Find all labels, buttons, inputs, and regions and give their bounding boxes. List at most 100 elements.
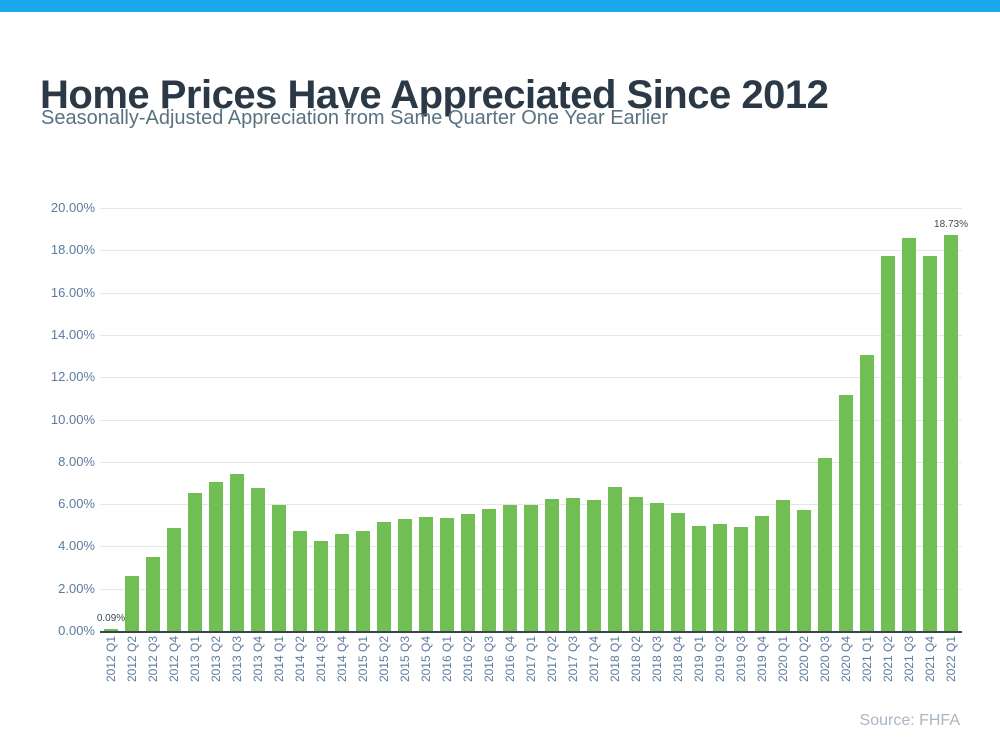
gridline: [100, 504, 962, 505]
bar-2014-q2: [293, 531, 307, 631]
x-axis-tick-label: 2013 Q4: [251, 636, 265, 683]
x-axis-tick-label: 2018 Q1: [608, 636, 622, 683]
x-axis-tick-label: 2013 Q3: [230, 636, 244, 683]
x-axis-tick-label: 2013 Q2: [209, 636, 223, 683]
x-axis-tick-label: 2013 Q1: [188, 636, 202, 683]
bar-2013-q2: [209, 482, 223, 631]
x-axis-line: [100, 631, 962, 633]
x-axis-tick-label: 2019 Q2: [713, 636, 727, 683]
y-axis-tick-label: 12.00%: [50, 369, 95, 384]
bar-2012-q3: [146, 557, 160, 631]
bar-2017-q4: [587, 500, 601, 631]
x-axis-tick-label: 2020 Q3: [818, 636, 832, 683]
y-axis-tick-label: 14.00%: [50, 327, 95, 342]
bar-2022-q1: [944, 235, 958, 631]
gridline: [100, 293, 962, 294]
bar-2012-q4: [167, 528, 181, 631]
bar-2021-q4: [923, 256, 937, 631]
x-axis-tick-label: 2012 Q4: [167, 636, 181, 683]
bar-2014-q3: [314, 541, 328, 631]
bar-2019-q4: [755, 516, 769, 631]
x-axis-tick-label: 2016 Q4: [503, 636, 517, 683]
bar-2016-q1: [440, 518, 454, 631]
bar-2016-q2: [461, 514, 475, 631]
gridline: [100, 250, 962, 251]
x-axis-tick-label: 2020 Q1: [776, 636, 790, 683]
bar-2012-q1: [104, 629, 118, 631]
x-axis-tick-label: 2019 Q1: [692, 636, 706, 683]
gridline: [100, 335, 962, 336]
x-axis-tick-label: 2018 Q3: [650, 636, 664, 683]
x-axis-tick-label: 2014 Q1: [272, 636, 286, 683]
gridline: [100, 462, 962, 463]
x-axis-tick-label: 2014 Q2: [293, 636, 307, 683]
bar-2017-q2: [545, 499, 559, 631]
y-axis-tick-label: 6.00%: [58, 496, 95, 511]
bar-2015-q4: [419, 517, 433, 631]
bar-2013-q3: [230, 474, 244, 631]
bar-2015-q3: [398, 519, 412, 631]
y-axis-tick-label: 20.00%: [50, 200, 95, 215]
page-title: Home Prices Have Appreciated Since 2012: [40, 72, 829, 117]
x-axis-tick-label: 2022 Q1: [944, 636, 958, 683]
bar-2015-q2: [377, 522, 391, 631]
bar-2021-q1: [860, 355, 874, 631]
x-axis-tick-label: 2016 Q2: [461, 636, 475, 683]
bar-2016-q3: [482, 509, 496, 631]
bar-2020-q1: [776, 500, 790, 631]
bar-2019-q2: [713, 524, 727, 631]
bar-2018-q3: [650, 503, 664, 631]
gridline: [100, 377, 962, 378]
bar-2020-q4: [839, 395, 853, 631]
y-axis-tick-label: 8.00%: [58, 454, 95, 469]
top-accent-bar: [0, 0, 1000, 12]
x-axis-tick-label: 2017 Q1: [524, 636, 538, 683]
bar-2014-q1: [272, 505, 286, 631]
x-axis-tick-label: 2021 Q3: [902, 636, 916, 683]
bar-value-label: 0.09%: [96, 613, 126, 624]
bar-2019-q3: [734, 527, 748, 631]
bar-2014-q4: [335, 534, 349, 631]
x-axis-tick-label: 2014 Q3: [314, 636, 328, 683]
y-axis-tick-label: 0.00%: [58, 623, 95, 638]
x-axis-tick-label: 2015 Q2: [377, 636, 391, 683]
bar-2020-q3: [818, 458, 832, 631]
y-axis-tick-label: 10.00%: [50, 412, 95, 427]
bar-2018-q2: [629, 497, 643, 631]
x-axis-tick-label: 2019 Q3: [734, 636, 748, 683]
x-axis-tick-label: 2016 Q1: [440, 636, 454, 683]
x-axis-tick-label: 2021 Q1: [860, 636, 874, 683]
bar-2017-q1: [524, 505, 538, 631]
bar-2013-q1: [188, 493, 202, 631]
y-axis-tick-label: 18.00%: [50, 242, 95, 257]
x-axis-tick-label: 2018 Q2: [629, 636, 643, 683]
bar-2012-q2: [125, 576, 139, 631]
x-axis-tick-label: 2016 Q3: [482, 636, 496, 683]
bar-2016-q4: [503, 505, 517, 631]
bar-2018-q1: [608, 487, 622, 631]
bar-2021-q3: [902, 238, 916, 631]
x-axis-tick-label: 2015 Q1: [356, 636, 370, 683]
x-axis-tick-label: 2017 Q3: [566, 636, 580, 683]
x-axis-tick-label: 2015 Q3: [398, 636, 412, 683]
x-axis-tick-label: 2021 Q4: [923, 636, 937, 683]
bar-value-label: 18.73%: [934, 219, 968, 230]
x-axis-tick-label: 2017 Q4: [587, 636, 601, 683]
x-axis-tick-label: 2012 Q2: [125, 636, 139, 683]
x-axis-tick-label: 2017 Q2: [545, 636, 559, 683]
bar-2015-q1: [356, 531, 370, 631]
page-subtitle: Seasonally-Adjusted Appreciation from Sa…: [41, 107, 669, 129]
x-axis-tick-label: 2021 Q2: [881, 636, 895, 683]
x-axis-tick-label: 2020 Q2: [797, 636, 811, 683]
x-axis-tick-label: 2012 Q1: [104, 636, 118, 683]
bar-2017-q3: [566, 498, 580, 631]
bar-2013-q4: [251, 488, 265, 631]
source-attribution: Source: FHFA: [859, 712, 960, 729]
x-axis-tick-label: 2014 Q4: [335, 636, 349, 683]
x-axis-tick-label: 2012 Q3: [146, 636, 160, 683]
x-axis-tick-label: 2018 Q4: [671, 636, 685, 683]
y-axis-tick-label: 4.00%: [58, 538, 95, 553]
bar-2020-q2: [797, 510, 811, 631]
bar-2021-q2: [881, 256, 895, 631]
